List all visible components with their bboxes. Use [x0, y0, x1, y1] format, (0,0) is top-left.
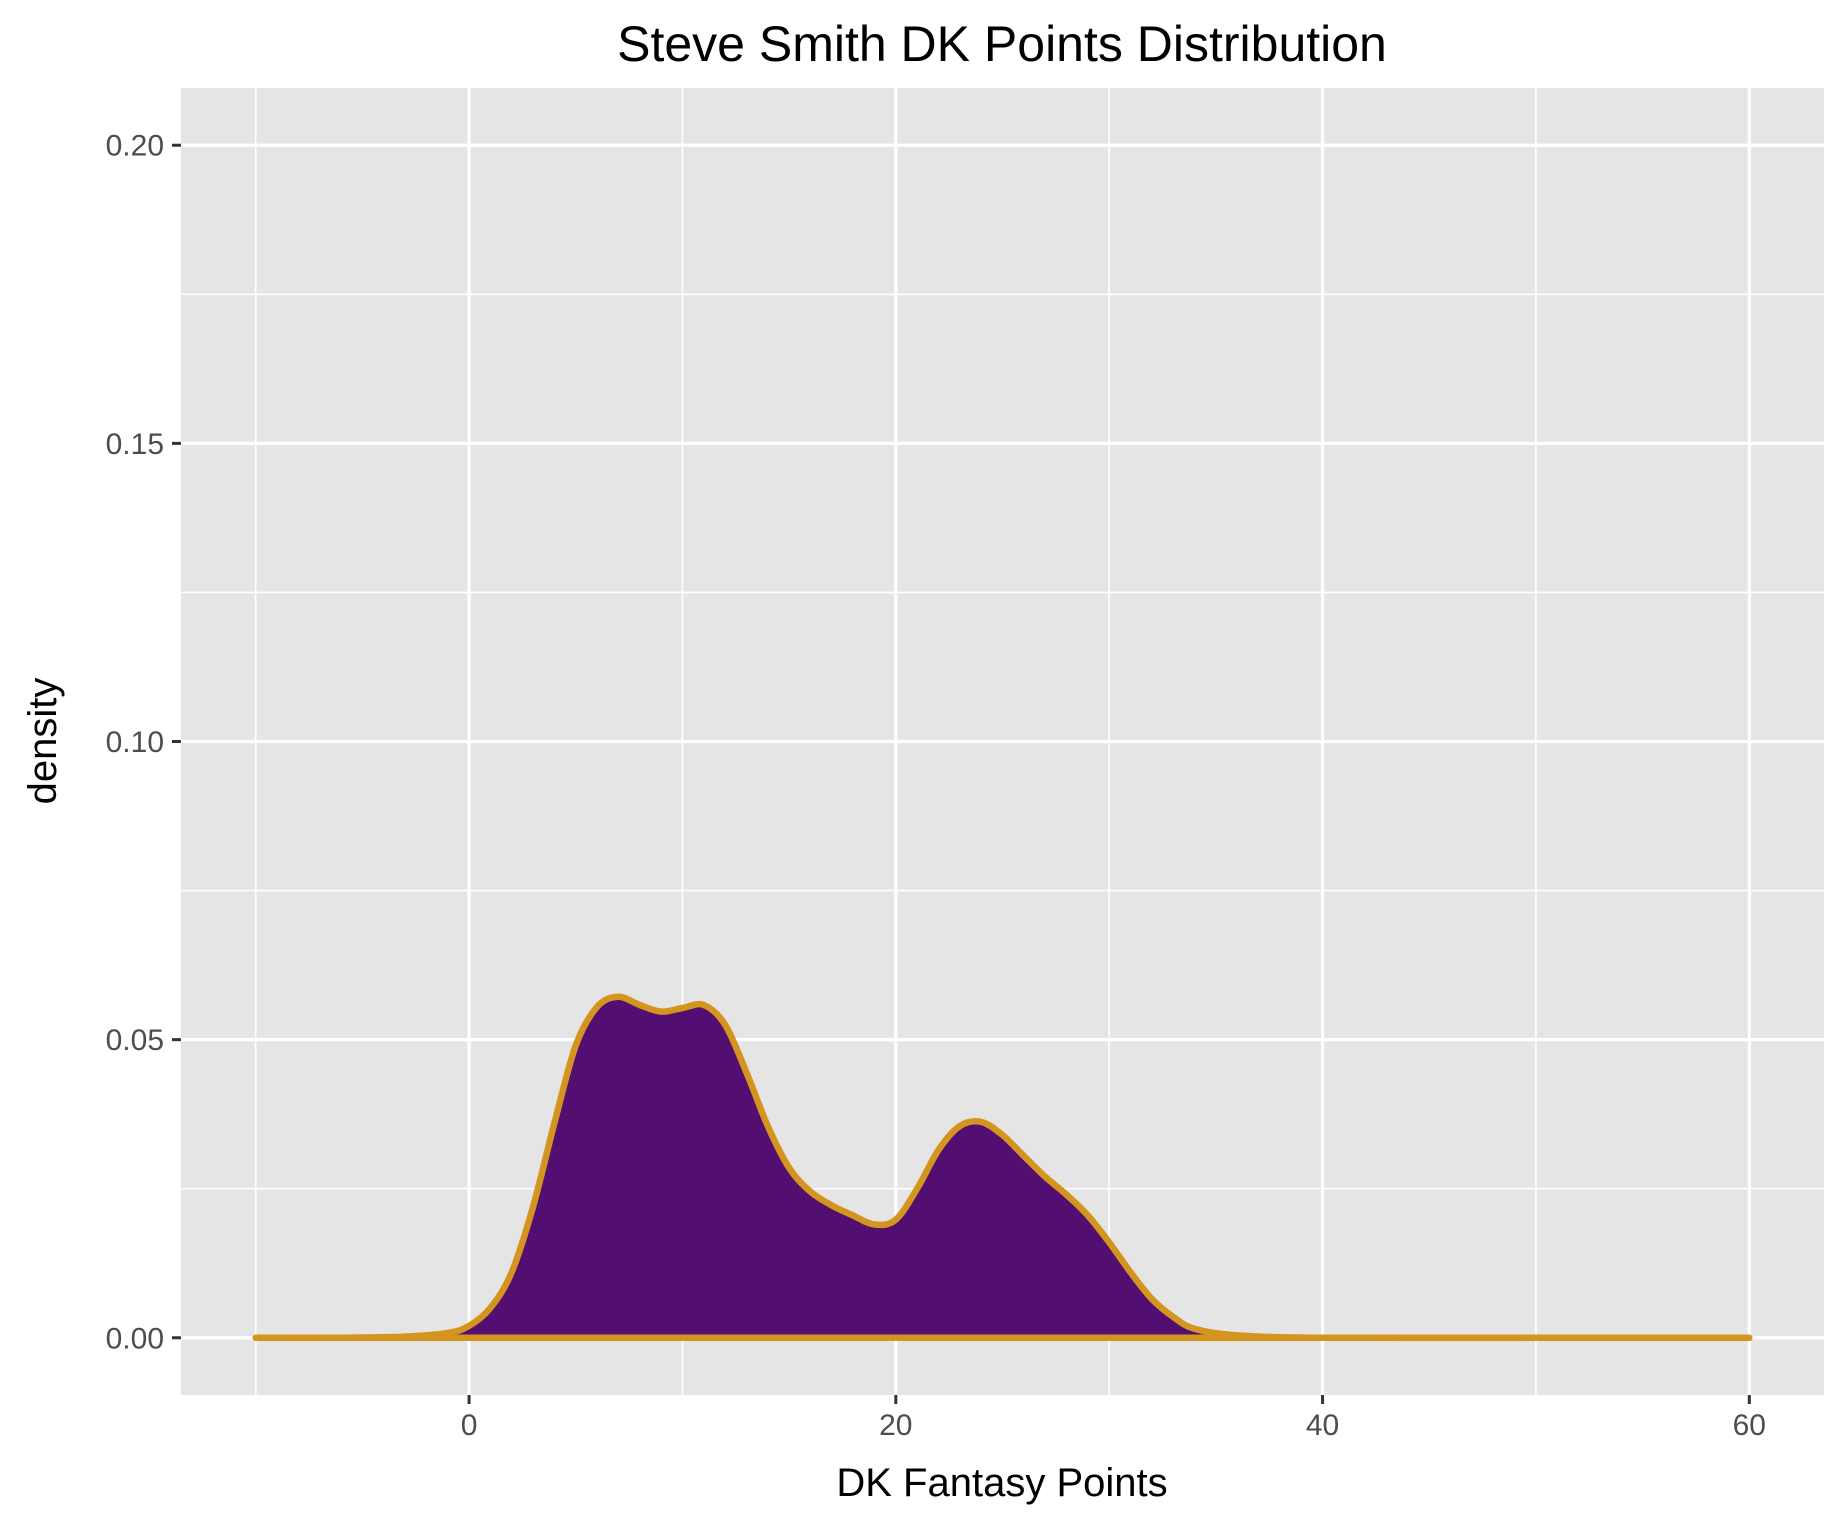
density-area: [255, 996, 1750, 1338]
density-line: [252, 993, 1753, 1342]
x-tick-label: 60: [1733, 1409, 1766, 1442]
x-tick-label: 0: [461, 1409, 478, 1442]
chart-title: Steve Smith DK Points Distribution: [617, 16, 1387, 72]
y-tick-label: 0.20: [106, 130, 164, 163]
y-tick-label: 0.05: [106, 1024, 164, 1057]
y-axis-title: density: [21, 678, 65, 805]
y-tick-label: 0.00: [106, 1322, 164, 1355]
x-axis: 0 20 40 60: [461, 1395, 1766, 1442]
x-tick-label: 20: [879, 1409, 912, 1442]
y-tick-label: 0.15: [106, 428, 164, 461]
x-axis-title: DK Fantasy Points: [836, 1461, 1167, 1505]
y-tick-label: 0.10: [106, 726, 164, 759]
x-tick-label: 40: [1306, 1409, 1339, 1442]
y-axis: 0.00 0.05 0.10 0.15 0.20: [106, 130, 181, 1355]
